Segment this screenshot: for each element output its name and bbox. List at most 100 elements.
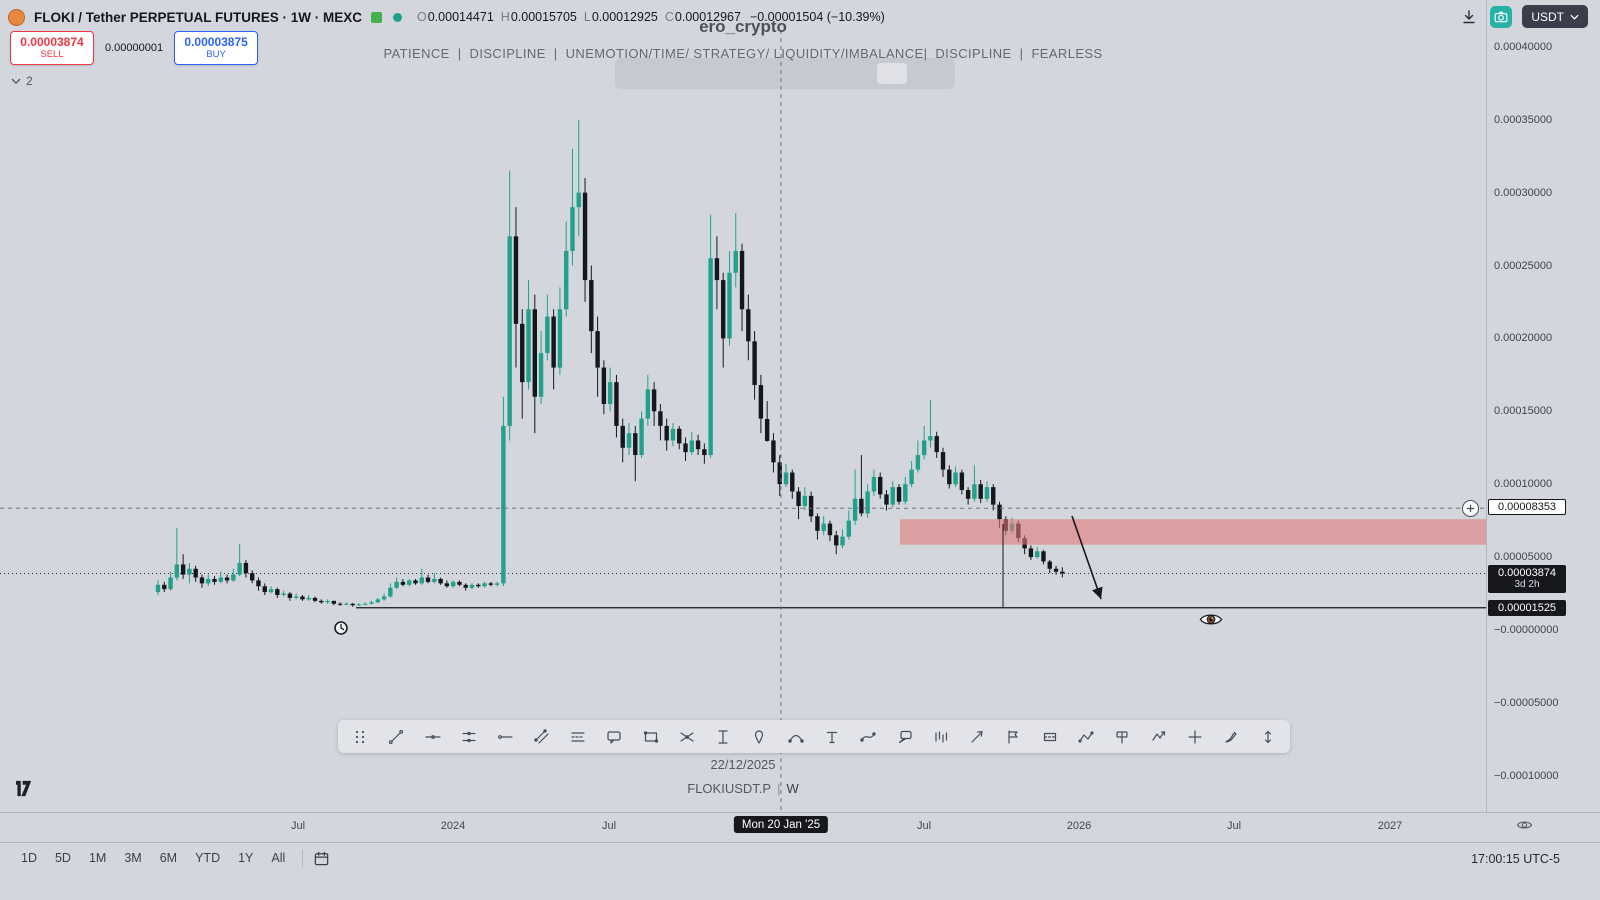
candle-body [953, 472, 958, 485]
range-1y-button[interactable]: 1Y [238, 851, 254, 865]
candle-body [758, 385, 764, 419]
candle-body [243, 562, 249, 574]
candle-body [275, 589, 280, 596]
candle-body [658, 411, 663, 426]
candle-body [388, 587, 393, 597]
ohlc-low-value: 0.00012925 [591, 10, 658, 24]
candle-body [721, 280, 726, 339]
range-1d-button[interactable]: 1D [21, 851, 37, 865]
range-1m-button[interactable]: 1M [88, 851, 107, 865]
eye-axis-icon[interactable] [1516, 819, 1533, 831]
tool-marker-icon[interactable] [743, 723, 776, 750]
candle-body [507, 236, 512, 426]
candle-body [168, 577, 173, 590]
session-clock[interactable]: 17:00:15 UTC-5 [1471, 852, 1560, 866]
range-3m-button[interactable]: 3M [124, 851, 142, 865]
candle-body [450, 581, 456, 587]
candle-body [187, 568, 192, 575]
buy-price: 0.00003875 [184, 35, 248, 49]
candle-body [859, 498, 864, 514]
price-tick: 0.00035000 [1494, 113, 1553, 126]
eye-drawing-icon[interactable] [1198, 611, 1224, 628]
currency-selector[interactable]: USDT [1522, 5, 1588, 28]
tool-rectangle-icon[interactable] [634, 723, 667, 750]
ohlc-high-value: 0.00015705 [510, 10, 577, 24]
candle-body [595, 331, 600, 368]
candle-body [344, 603, 349, 605]
candle-body [300, 596, 305, 600]
candle-body [815, 516, 820, 531]
candle-body [363, 603, 368, 605]
candle-body [865, 491, 870, 514]
tool-brush-icon[interactable] [1215, 723, 1248, 750]
chevron-down-icon [1570, 14, 1579, 20]
candle-body [790, 472, 795, 492]
candle-body [532, 309, 537, 397]
candle-body [909, 469, 914, 485]
download-icon[interactable] [1458, 6, 1480, 28]
tool-comment-icon[interactable] [598, 723, 631, 750]
level-price-label: 0.00001525 [1488, 599, 1566, 616]
tool-flat-channel-icon[interactable] [561, 723, 594, 750]
chart-canvas[interactable] [0, 0, 1486, 812]
arrow-drawing[interactable] [1071, 515, 1103, 600]
range-6m-button[interactable]: 6M [159, 851, 178, 865]
sell-button[interactable]: 0.00003874 SELL [10, 31, 94, 65]
tool-bars-pattern-icon[interactable] [924, 723, 957, 750]
sell-price: 0.00003874 [20, 35, 84, 49]
camera-snapshot-button[interactable] [1490, 5, 1513, 28]
candle-body [947, 469, 952, 485]
range-ytd-button[interactable]: YTD [195, 851, 221, 865]
clock-drawing-icon[interactable] [333, 620, 349, 636]
watermark-slogan: PATIENCE | DISCIPLINE | UNEMOTION/TIME/ … [383, 46, 1103, 61]
order-panel: 0.00003874 SELL 0.00000001 0.00003875 BU… [10, 31, 259, 65]
candle-body [369, 602, 374, 604]
candle-body [840, 536, 845, 546]
supply-zone-drawing[interactable] [900, 519, 1486, 545]
time-tick: 2026 [1066, 820, 1092, 832]
candle-body [331, 600, 337, 604]
tool-vertical-span-icon[interactable] [1251, 723, 1284, 750]
tool-horizontal-line-icon[interactable] [416, 723, 449, 750]
time-tick: 2024 [440, 820, 466, 832]
add-alert-plus-icon[interactable] [1462, 500, 1479, 518]
range-5d-button[interactable]: 5D [54, 851, 71, 865]
candle-body [476, 584, 481, 587]
tool-crosshair-plus-icon[interactable] [1178, 723, 1211, 750]
buy-button[interactable]: 0.00003875 BUY [174, 31, 259, 65]
toolbar-drag-handle[interactable] [344, 723, 377, 750]
candle-body [337, 603, 343, 605]
tool-signpost-icon[interactable] [1106, 723, 1139, 750]
tool-trend-line-icon[interactable] [380, 723, 413, 750]
tradingview-logo[interactable] [14, 779, 37, 798]
tool-text-icon[interactable] [816, 723, 849, 750]
tool-parallel-lines-icon[interactable] [453, 723, 486, 750]
price-tick: −0.00010000 [1494, 769, 1559, 782]
tool-pattern-cross-icon[interactable] [670, 723, 703, 750]
symbol-title[interactable]: FLOKI / Tether PERPETUAL FUTURES · 1W · … [34, 9, 363, 25]
candle-body [413, 580, 418, 584]
footer-symbol: FLOKIUSDT.P [687, 781, 772, 796]
watermark-username: ero_crypto [699, 17, 787, 36]
tool-curve-icon[interactable] [852, 723, 885, 750]
tool-callout-icon[interactable] [888, 723, 921, 750]
tool-price-range-icon[interactable] [707, 723, 740, 750]
candle-body [513, 236, 519, 324]
pane-collapse-control[interactable]: 2 [11, 74, 33, 88]
price-tick: 0.00030000 [1494, 186, 1553, 199]
tool-arc-icon[interactable] [779, 723, 812, 750]
tool-parallel-channel-icon[interactable] [525, 723, 558, 750]
tool-zigzag-icon[interactable] [1142, 723, 1175, 750]
candle-body [576, 192, 581, 208]
tool-flag-icon[interactable] [997, 723, 1030, 750]
tool-arrow-marker-icon[interactable] [961, 723, 994, 750]
tool-horizontal-ray-icon[interactable] [489, 723, 522, 750]
tool-date-price-range-icon[interactable] [1033, 723, 1066, 750]
go-to-date-calendar-icon[interactable] [313, 850, 330, 867]
range-all-button[interactable]: All [271, 851, 286, 865]
candle-body [162, 584, 167, 590]
tool-path-icon[interactable] [1070, 723, 1103, 750]
candle-body [1035, 551, 1040, 558]
candle-body [802, 495, 808, 507]
